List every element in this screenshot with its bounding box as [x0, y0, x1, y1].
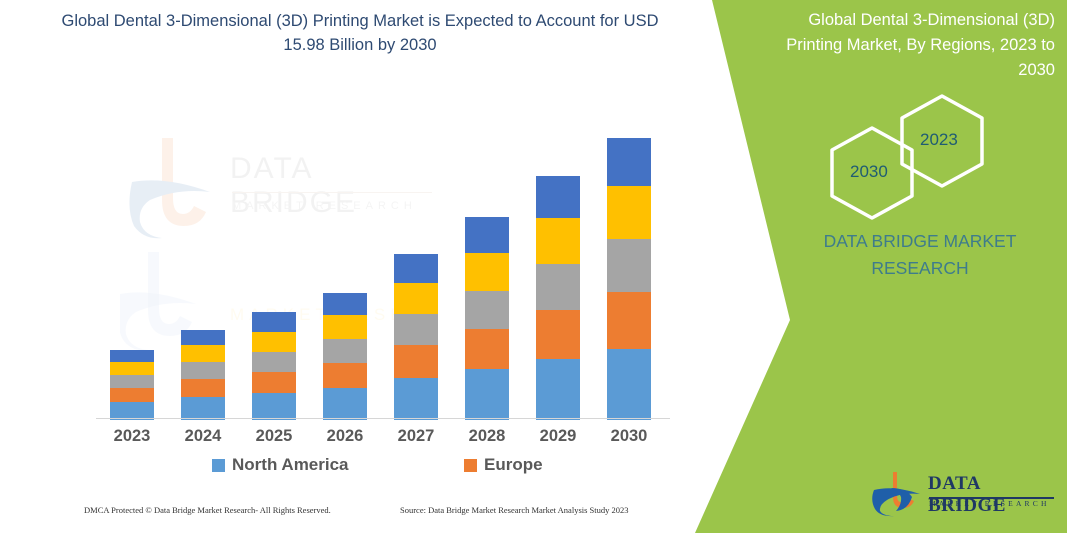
x-tick-2030: 2030	[610, 427, 648, 445]
bar-segment-series-5	[465, 217, 509, 253]
plot-area	[96, 110, 670, 420]
logo-subtitle: MARKET RESEARCH	[929, 499, 1050, 508]
hexagon-badges: 2030 2023	[812, 92, 1042, 220]
footer-source: Source: Data Bridge Market Research Mark…	[400, 505, 629, 515]
legend-item-north-america[interactable]: North America	[212, 455, 349, 475]
bar-segment-series-4	[323, 315, 367, 339]
bar-segment-europe	[110, 388, 154, 402]
chart-panel: Global Dental 3-Dimensional (3D) Printin…	[0, 12, 700, 527]
bar-2023[interactable]	[110, 350, 154, 420]
hexagon-2030-label: 2030	[850, 162, 888, 181]
footer: DMCA Protected © Data Bridge Market Rese…	[0, 505, 700, 527]
bar-segment-series-4	[536, 218, 580, 264]
bar-segment-europe	[607, 292, 651, 349]
legend-swatch-north-america	[212, 458, 225, 472]
x-tick-2024: 2024	[184, 427, 222, 445]
hexagon-2030-icon[interactable]: 2030	[826, 124, 918, 222]
bar-segment-series-5	[110, 350, 154, 362]
logo-wordmark: DATA BRIDGE	[928, 473, 1006, 516]
bar-segment-series-5	[607, 138, 651, 186]
panel-brand: DATA BRIDGE MARKET RESEARCH	[790, 228, 1050, 282]
logo-rule	[929, 497, 1054, 499]
bar-segment-europe	[394, 345, 438, 378]
bar-segment-europe	[536, 310, 580, 359]
bar-segment-series-5	[323, 293, 367, 315]
bar-segment-europe	[181, 379, 225, 397]
bar-segment-north-america	[323, 388, 367, 420]
bar-segment-europe	[252, 372, 296, 393]
bar-segment-series-5	[252, 312, 296, 332]
bar-segment-north-america	[252, 393, 296, 420]
bar-2027[interactable]	[394, 254, 438, 420]
bar-segment-europe	[465, 329, 509, 369]
x-axis-line	[96, 418, 670, 419]
company-logo[interactable]: DATA BRIDGE MARKET RESEARCH	[872, 470, 1062, 520]
bar-segment-series-4	[607, 186, 651, 239]
footer-copyright: DMCA Protected © Data Bridge Market Rese…	[84, 505, 331, 515]
bar-segment-series-4	[110, 362, 154, 375]
x-tick-2023: 2023	[113, 427, 151, 445]
bar-segment-europe	[323, 363, 367, 388]
bar-2030[interactable]	[607, 138, 651, 420]
bar-2025[interactable]	[252, 312, 296, 420]
bar-segment-north-america	[181, 397, 225, 420]
bar-segment-series-3	[252, 352, 296, 372]
chart-title: Global Dental 3-Dimensional (3D) Printin…	[61, 12, 659, 54]
bar-2028[interactable]	[465, 217, 509, 420]
bar-segment-series-3	[394, 314, 438, 345]
bar-segment-series-3	[323, 339, 367, 363]
bar-segment-series-3	[607, 239, 651, 292]
bar-segment-series-4	[465, 253, 509, 291]
bar-segment-series-4	[252, 332, 296, 352]
hexagon-2023-label: 2023	[920, 130, 958, 149]
legend-swatch-europe	[464, 458, 477, 472]
panel-brand-line1: DATA BRIDGE MARKET	[823, 231, 1017, 251]
bar-segment-north-america	[110, 402, 154, 420]
x-tick-2029: 2029	[539, 427, 577, 445]
bar-segment-north-america	[465, 369, 509, 420]
legend-item-europe[interactable]: Europe	[464, 455, 543, 475]
legend-label-europe: Europe	[484, 455, 543, 474]
legend-label-north-america: North America	[232, 455, 349, 474]
x-tick-2027: 2027	[397, 427, 435, 445]
bar-2024[interactable]	[181, 330, 225, 420]
bar-segment-series-5	[394, 254, 438, 283]
bar-segment-series-4	[394, 283, 438, 314]
bar-segment-series-5	[536, 176, 580, 218]
bar-segment-north-america	[607, 349, 651, 420]
bar-segment-north-america	[394, 378, 438, 420]
bar-segment-series-3	[465, 291, 509, 329]
bar-segment-series-3	[181, 362, 225, 379]
x-tick-2025: 2025	[255, 427, 293, 445]
x-tick-2028: 2028	[468, 427, 506, 445]
bar-segment-series-3	[110, 375, 154, 388]
panel-brand-line2: RESEARCH	[871, 258, 969, 279]
x-tick-2026: 2026	[326, 427, 364, 445]
bar-2026[interactable]	[323, 293, 367, 420]
bar-segment-series-5	[181, 330, 225, 345]
bar-segment-series-4	[181, 345, 225, 362]
x-axis-labels: 2023 2024 2025 2026 2027 2028 2029 2030	[96, 427, 670, 453]
panel-title: Global Dental 3-Dimensional (3D) Printin…	[786, 11, 1055, 79]
hexagon-2023-icon[interactable]: 2023	[896, 92, 988, 190]
chart-legend: North America Europe	[96, 455, 670, 481]
databridge-b-icon	[872, 470, 924, 518]
bar-segment-north-america	[536, 359, 580, 420]
bar-2029[interactable]	[536, 176, 580, 420]
bar-segment-series-3	[536, 264, 580, 310]
